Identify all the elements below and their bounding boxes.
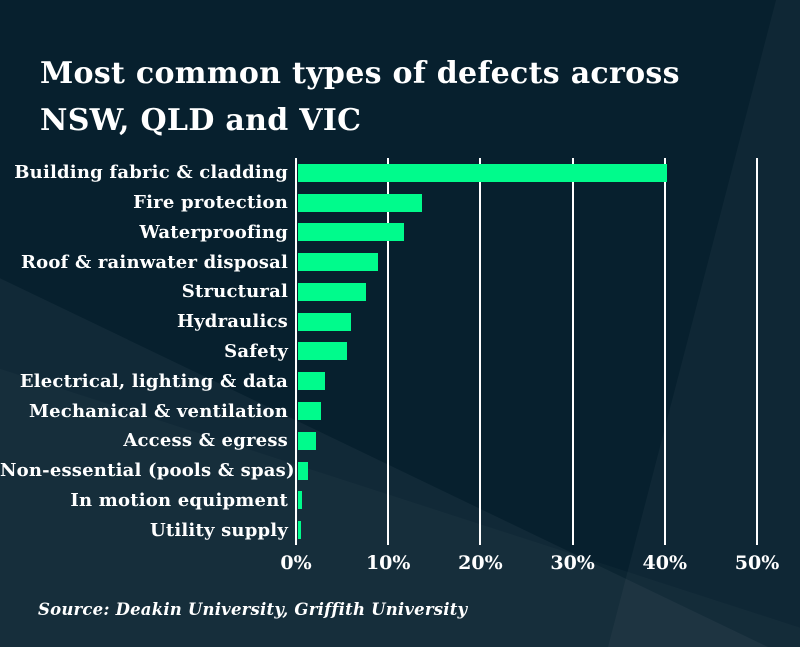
bar-track [296,337,757,367]
bar [298,402,322,420]
bar [298,521,301,540]
chart-title-line2: NSW, QLD and VIC [40,103,362,139]
x-tick-label: 10% [365,552,411,574]
category-label: Structural [181,281,288,303]
category-label: Safety [224,340,288,362]
x-tick-label: 20% [458,552,503,574]
bar-row: Fire protection [0,188,757,218]
category-label: Utility supply [149,519,288,541]
category-label: Electrical, lighting & data [19,370,288,392]
bar-chart: Building fabric & cladding Fire protectio… [0,158,758,545]
x-tick-label: 0% [280,552,312,574]
category-label: Roof & rainwater disposal [20,251,288,273]
x-tick-label: 40% [642,552,688,574]
bar-row: Access & egress [0,426,757,456]
bar [298,223,405,242]
bar [298,372,325,391]
gridline-50% [756,158,758,545]
gridline-30% [571,158,574,545]
bar [298,491,302,510]
bar-track [296,158,757,188]
x-axis: 0% 10% 20% 30% 40% 50% [280,552,779,580]
bar [298,312,351,331]
gridline-10% [387,158,390,545]
bar-track [296,218,757,248]
bar-row: Utility supply [0,515,757,545]
bar-track [296,396,757,426]
chart-title: Most common types of defects across NSW,… [40,50,780,144]
bar-row: Hydraulics [0,307,757,337]
bar-track [296,426,757,456]
bar-track [296,188,757,218]
bar [298,193,422,212]
bar-row: Roof & rainwater disposal [0,247,757,277]
bar-row: Mechanical & ventilation [0,396,757,426]
bar-track [296,515,757,545]
gridlines [295,158,758,545]
bar-rows: Building fabric & cladding Fire protectio… [0,158,757,545]
bar [298,461,309,480]
chart-title-line1: Most common types of defects across [40,56,680,92]
bar-row: Structural [0,277,757,307]
bar-row: Safety [0,337,757,367]
bar [298,431,316,450]
bar-row: Waterproofing [0,218,757,248]
bar-row: Building fabric & cladding [0,158,757,188]
bar-row: In motion equipment [0,485,757,515]
bar-row: Non-essential (pools & spas) [0,456,757,486]
bar [298,253,379,272]
category-label: Hydraulics [176,311,288,333]
gridline-20% [479,158,482,545]
bar-track [296,277,757,307]
category-label: Waterproofing [139,221,288,243]
gridline-40% [663,158,666,545]
x-tick-label: 30% [550,552,595,574]
category-label: Building fabric & cladding [14,162,288,184]
category-label: Fire protection [133,192,288,214]
bar-track [296,307,757,337]
bar-row: Electrical, lighting & data [0,366,757,396]
gridline-0% [295,158,297,545]
category-label: Access & egress [123,430,288,452]
bar [298,163,667,182]
bar-track [296,247,757,277]
bar [298,342,347,361]
bar-track [296,485,757,515]
category-label: In motion equipment [70,489,288,511]
bar [298,282,367,301]
bar-track [296,366,757,396]
category-label: Non-essential (pools & spas) [0,460,295,482]
source-note: Source: Deakin University, Griffith Univ… [38,600,468,619]
category-label: Mechanical & ventilation [29,400,288,422]
bar-track [296,456,757,486]
x-tick-label: 50% [734,552,780,574]
